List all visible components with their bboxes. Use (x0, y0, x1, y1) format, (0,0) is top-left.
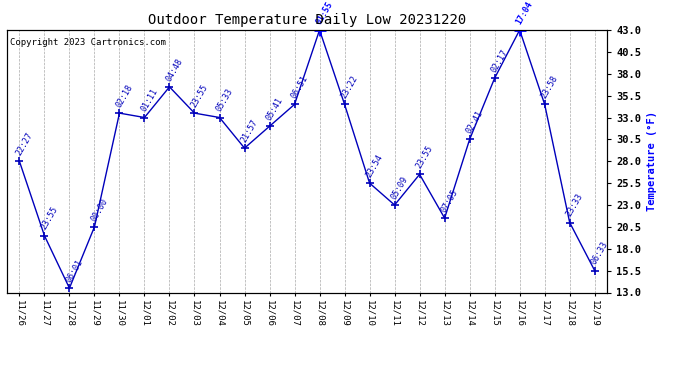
Text: 06:51: 06:51 (290, 74, 310, 100)
Text: 06:01: 06:01 (64, 258, 85, 284)
Title: Outdoor Temperature Daily Low 20231220: Outdoor Temperature Daily Low 20231220 (148, 13, 466, 27)
Text: 23:33: 23:33 (564, 192, 585, 218)
Text: 23:55: 23:55 (39, 205, 60, 231)
Text: 01:11: 01:11 (139, 87, 160, 113)
Text: 02:17: 02:17 (490, 48, 510, 74)
Text: 04:48: 04:48 (164, 57, 185, 83)
Text: 23:22: 23:22 (339, 74, 360, 100)
Text: Copyright 2023 Cartronics.com: Copyright 2023 Cartronics.com (10, 38, 166, 47)
Text: 21:57: 21:57 (239, 118, 260, 144)
Text: 00:00: 00:00 (90, 196, 110, 223)
Text: 23:54: 23:54 (364, 153, 385, 179)
Text: 22:27: 22:27 (14, 131, 34, 157)
Text: 23:55: 23:55 (415, 144, 435, 170)
Text: 23:55: 23:55 (190, 83, 210, 109)
Text: 07:05: 07:05 (440, 188, 460, 214)
Text: 02:18: 02:18 (115, 83, 135, 109)
Text: 06:33: 06:33 (590, 240, 610, 267)
Text: 05:33: 05:33 (215, 87, 235, 113)
Text: 05:09: 05:09 (390, 175, 410, 201)
Y-axis label: Temperature (°F): Temperature (°F) (647, 111, 657, 211)
Text: 02:41: 02:41 (464, 109, 485, 135)
Text: 01:55: 01:55 (315, 0, 335, 26)
Text: 17:04: 17:04 (515, 0, 535, 26)
Text: 05:41: 05:41 (264, 96, 285, 122)
Text: 23:58: 23:58 (540, 74, 560, 100)
